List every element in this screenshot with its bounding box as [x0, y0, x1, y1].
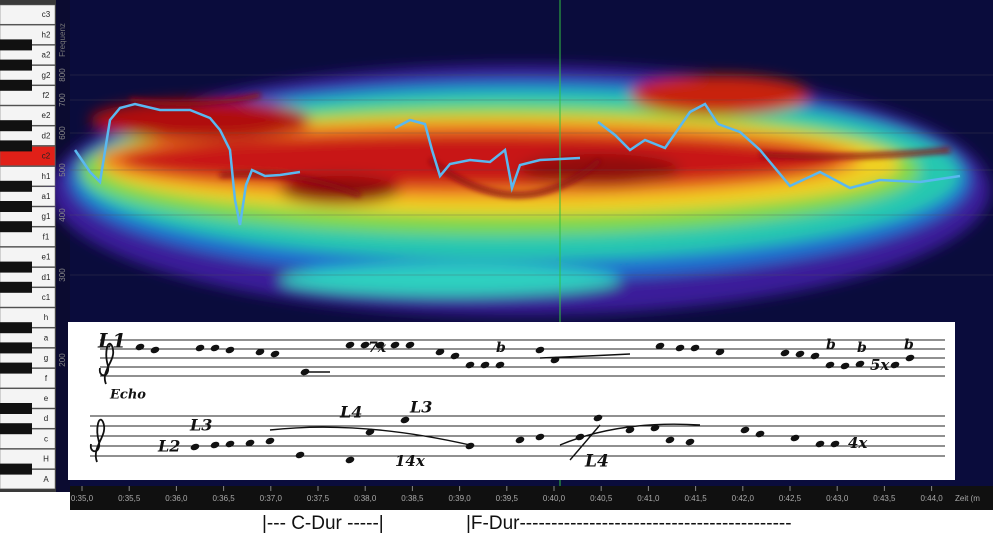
- key-label: c: [44, 434, 48, 443]
- key-label: d2: [42, 131, 51, 140]
- time-label: 0:35,5: [118, 494, 141, 503]
- frequency-label: 200: [58, 353, 67, 367]
- frequency-label: 600: [58, 126, 67, 140]
- black-key: [0, 60, 32, 71]
- time-label: 0:36,5: [212, 494, 235, 503]
- score-annotation: 4x: [848, 434, 868, 452]
- time-axis-strip: [70, 486, 993, 510]
- time-label: 0:41,0: [637, 494, 660, 503]
- black-key: [0, 181, 32, 192]
- black-key: [0, 322, 32, 333]
- time-label: 0:39,0: [448, 494, 471, 503]
- key-label: H: [43, 455, 49, 464]
- key-label: h2: [42, 30, 51, 39]
- key-label: d: [44, 414, 48, 423]
- frequency-label: 300: [58, 268, 67, 282]
- time-label: 0:42,5: [779, 494, 802, 503]
- f-dur-label: |F-Dur----------------------------------…: [466, 513, 792, 534]
- score-annotation: b: [857, 340, 867, 356]
- score-annotation: L3: [189, 416, 212, 435]
- frequency-label: 500: [58, 163, 67, 177]
- time-label: 0:37,0: [260, 494, 283, 503]
- score-annotation: L4: [339, 403, 362, 422]
- key-label: a: [44, 333, 49, 342]
- frequency-label: 400: [58, 208, 67, 222]
- key-label: f2: [43, 91, 50, 100]
- black-key: [0, 464, 32, 475]
- black-key: [0, 120, 32, 131]
- spectrogram-window: c3h2a2g2f2e2d2c2h1a1g1f1e1d1c1hagfedcHA …: [0, 0, 993, 539]
- black-key: [0, 221, 32, 232]
- frequency-axis-title: Frequenz: [58, 23, 67, 57]
- time-label: 0:42,0: [732, 494, 755, 503]
- key-label: a1: [42, 192, 51, 201]
- key-label: c1: [42, 293, 51, 302]
- key-label: g1: [42, 212, 51, 221]
- score-annotation: L3: [409, 398, 432, 417]
- black-key: [0, 282, 32, 293]
- time-label: 0:38,0: [354, 494, 377, 503]
- c-dur-label: |--- C-Dur -----|: [262, 513, 384, 534]
- time-axis-title: Zeit (m: [955, 494, 980, 503]
- key-label: d1: [42, 273, 51, 282]
- score-annotation: b: [826, 337, 836, 353]
- black-key: [0, 342, 32, 353]
- time-label: 0:41,5: [684, 494, 707, 503]
- time-label: 0:36,0: [165, 494, 188, 503]
- score-sheet: [68, 322, 955, 480]
- black-key: [0, 39, 32, 50]
- score-annotation: L2: [157, 437, 180, 456]
- time-label: 0:43,0: [826, 494, 849, 503]
- time-label: 0:40,0: [543, 494, 566, 503]
- key-label: f1: [43, 232, 50, 241]
- key-label: e2: [42, 111, 51, 120]
- time-label: 0:44,0: [920, 494, 943, 503]
- score-annotation: 5x: [870, 356, 890, 374]
- key-label: a2: [42, 51, 51, 60]
- score-annotation: Echo: [109, 388, 146, 403]
- key-label: c3: [42, 10, 51, 19]
- black-key: [0, 403, 32, 414]
- key-label: e1: [42, 253, 51, 262]
- score-annotation: 14x: [395, 452, 426, 470]
- time-label: 0:40,5: [590, 494, 613, 503]
- key-label: g: [44, 354, 48, 363]
- time-label: 0:39,5: [496, 494, 519, 503]
- score-annotation: b: [904, 337, 914, 353]
- time-label: 0:43,5: [873, 494, 896, 503]
- black-key: [0, 140, 32, 151]
- black-key: [0, 363, 32, 374]
- time-label: 0:37,5: [307, 494, 330, 503]
- key-label: e: [44, 394, 49, 403]
- time-label: 0:38,5: [401, 494, 424, 503]
- key-label: h1: [42, 172, 51, 181]
- key-label: h: [44, 313, 48, 322]
- score-annotation: b: [496, 340, 506, 356]
- black-key: [0, 423, 32, 434]
- frequency-label: 800: [58, 68, 67, 82]
- frequency-label: 700: [58, 93, 67, 107]
- score-annotation: L4: [584, 452, 609, 472]
- black-key: [0, 80, 32, 91]
- key-label: A: [43, 475, 49, 484]
- key-label: g2: [42, 71, 51, 80]
- black-key: [0, 201, 32, 212]
- score-annotation: L1: [97, 329, 126, 353]
- score-annotation: 7x: [368, 340, 387, 356]
- key-label: c2: [42, 152, 51, 161]
- black-key: [0, 262, 32, 273]
- time-label: 0:35,0: [71, 494, 94, 503]
